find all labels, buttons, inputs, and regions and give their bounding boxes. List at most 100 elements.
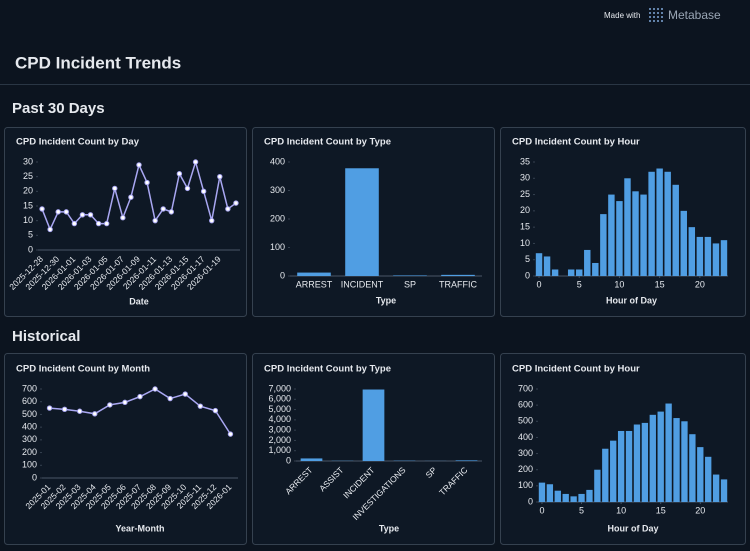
y-tick-label: 500 (518, 416, 533, 426)
point (107, 402, 113, 408)
card (4, 127, 247, 317)
y-tick-label: 35 (520, 156, 530, 166)
bar (345, 168, 379, 276)
bar (704, 236, 712, 276)
y-tick-label: 0 (32, 472, 37, 482)
bar (455, 460, 478, 461)
point (209, 217, 215, 224)
bar (570, 496, 577, 502)
point (92, 411, 98, 417)
bar (696, 236, 704, 276)
x-axis-title: Date (129, 296, 149, 306)
point (122, 399, 128, 406)
bar (602, 448, 609, 502)
bar (664, 171, 671, 276)
y-tick-label: 5 (525, 254, 530, 264)
y-tick-label: 600 (22, 396, 37, 406)
y-tick-label: 200 (518, 464, 533, 474)
y-tick-label: 1,000 (268, 445, 291, 455)
bar (712, 474, 720, 502)
y-tick-label: 600 (518, 400, 533, 410)
bar (535, 253, 543, 276)
bar (720, 240, 728, 276)
point (120, 215, 126, 221)
x-tick-label: 20 (695, 505, 705, 515)
y-tick-label: 100 (518, 480, 533, 490)
y-tick-label: 30 (23, 156, 33, 166)
y-tick-label: 20 (23, 186, 33, 196)
dashboard-title: CPD Incident Trends (15, 53, 181, 72)
bar (632, 191, 639, 276)
y-tick-label: 400 (22, 422, 37, 432)
bar (680, 210, 687, 276)
card (4, 353, 247, 545)
bar (712, 243, 720, 276)
y-tick-label: 5 (28, 230, 33, 240)
point (212, 407, 219, 414)
x-axis-title: Type (379, 523, 399, 533)
y-tick-label: 100 (22, 460, 37, 470)
y-tick-label: 15 (23, 200, 33, 210)
point (167, 395, 173, 402)
logo (649, 8, 663, 22)
bar (546, 484, 554, 502)
y-tick-label: 300 (518, 448, 533, 458)
y-tick-label: 30 (520, 173, 530, 183)
point (46, 405, 53, 411)
y-tick-label: 25 (23, 171, 33, 181)
bar (672, 184, 679, 276)
bar (720, 479, 728, 502)
bar (657, 411, 664, 502)
y-tick-label: 10 (520, 238, 530, 248)
y-tick-label: 0 (525, 270, 530, 280)
point (152, 217, 158, 224)
x-tick-label: ARREST (296, 279, 333, 289)
point (87, 212, 94, 218)
y-tick-label: 400 (518, 432, 533, 442)
point (128, 194, 134, 200)
x-tick-label: SP (404, 279, 416, 289)
bar (594, 469, 601, 502)
point (47, 226, 53, 233)
point (61, 406, 68, 413)
x-tick-label: 5 (577, 279, 582, 289)
x-tick-label: 0 (537, 279, 542, 289)
point (200, 188, 207, 195)
point (197, 403, 204, 409)
point (217, 173, 223, 180)
y-tick-label: 6,000 (268, 394, 291, 404)
bar (640, 194, 647, 276)
bar (538, 482, 546, 502)
y-tick-label: 0 (28, 244, 33, 254)
bar (608, 194, 615, 276)
x-tick-label: 10 (614, 279, 624, 289)
bar (681, 421, 688, 502)
x-axis-title: Hour of Day (606, 295, 657, 305)
point (225, 206, 231, 212)
bar (616, 201, 623, 276)
x-axis-title: Type (376, 295, 396, 305)
made-with: Made with (604, 11, 640, 20)
bar (586, 489, 593, 502)
y-tick-label: 200 (270, 213, 285, 223)
bar (697, 447, 704, 502)
point (39, 206, 45, 212)
y-tick-label: 0 (280, 270, 285, 280)
brand: Metabase (668, 8, 721, 22)
bar (705, 456, 712, 502)
x-axis-title: Year-Month (115, 523, 164, 533)
y-tick-label: 10 (23, 215, 33, 225)
y-tick-label: 4,000 (268, 414, 291, 424)
bar (610, 440, 617, 502)
bar (441, 274, 475, 276)
point (112, 185, 118, 192)
bar (600, 214, 607, 276)
bar (648, 171, 655, 276)
bar (543, 256, 551, 276)
x-tick-label: 20 (695, 279, 705, 289)
chart-title: CPD Incident Count by Hour (512, 364, 640, 375)
bar (297, 272, 331, 276)
section-title: Historical (12, 328, 80, 345)
